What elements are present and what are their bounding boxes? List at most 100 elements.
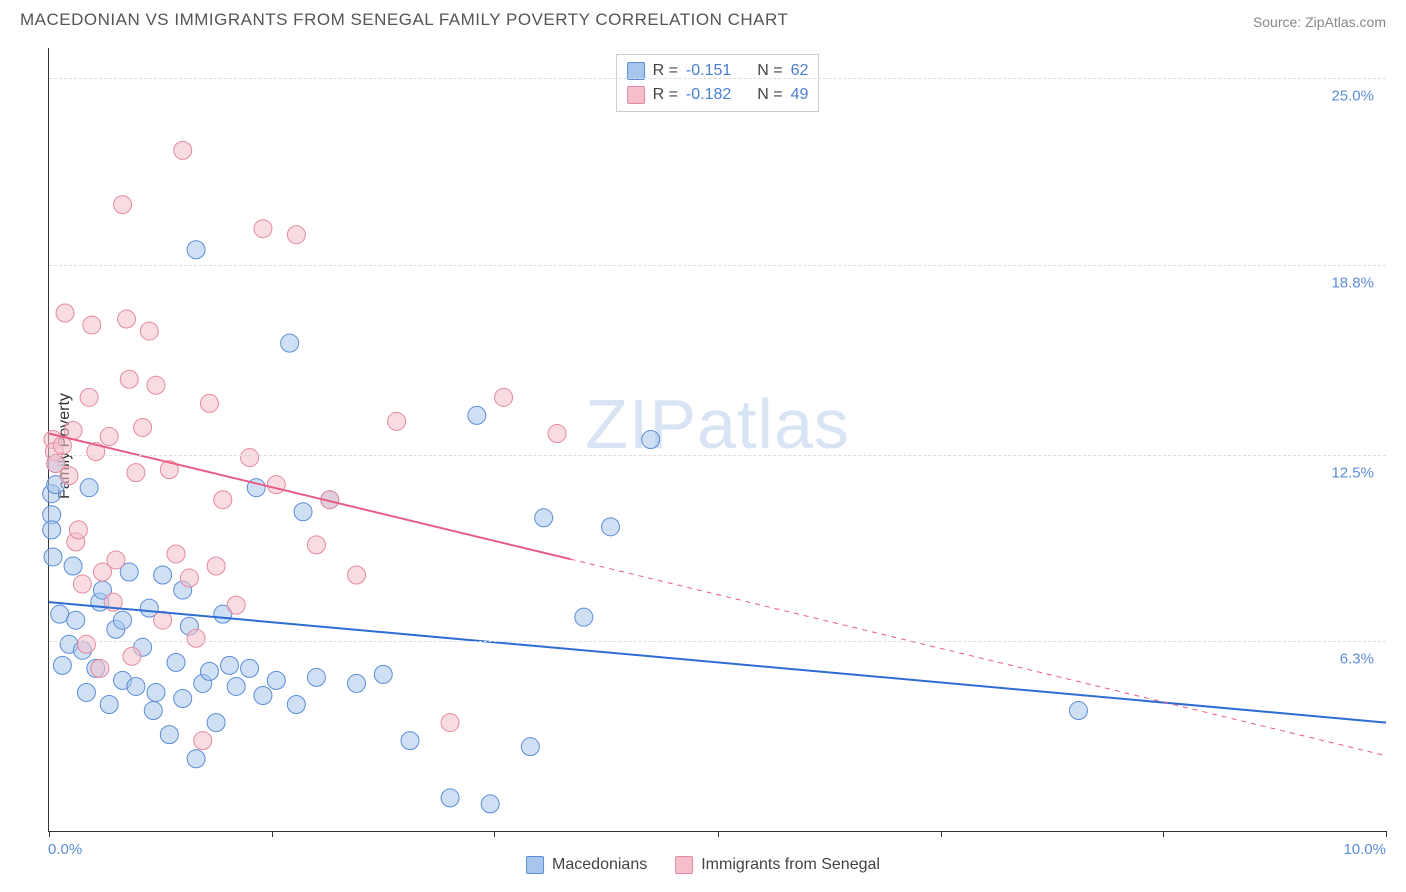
data-point bbox=[123, 647, 141, 665]
chart-plot-area: ZIPatlas R = -0.151 N = 62 R = -0.182 N … bbox=[48, 48, 1386, 832]
data-point bbox=[374, 665, 392, 683]
data-point bbox=[80, 388, 98, 406]
stats-row-0: R = -0.151 N = 62 bbox=[627, 59, 809, 83]
xtick bbox=[1163, 831, 1164, 837]
data-point bbox=[1069, 702, 1087, 720]
x-axis-min-label: 0.0% bbox=[48, 841, 82, 858]
legend-label-1: Immigrants from Senegal bbox=[701, 856, 880, 874]
data-point bbox=[200, 394, 218, 412]
data-point bbox=[388, 412, 406, 430]
data-point bbox=[441, 714, 459, 732]
data-point bbox=[287, 696, 305, 714]
data-point bbox=[120, 370, 138, 388]
data-point bbox=[307, 536, 325, 554]
data-point bbox=[140, 322, 158, 340]
data-point bbox=[67, 611, 85, 629]
data-point bbox=[575, 608, 593, 626]
data-point bbox=[495, 388, 513, 406]
data-point bbox=[207, 714, 225, 732]
data-point bbox=[194, 732, 212, 750]
data-point bbox=[200, 662, 218, 680]
data-point bbox=[267, 671, 285, 689]
data-point bbox=[100, 696, 118, 714]
data-point bbox=[521, 738, 539, 756]
data-point bbox=[73, 575, 91, 593]
xtick bbox=[718, 831, 719, 837]
data-point bbox=[535, 509, 553, 527]
data-point bbox=[294, 503, 312, 521]
data-point bbox=[167, 653, 185, 671]
data-point bbox=[80, 479, 98, 497]
x-axis-max-label: 10.0% bbox=[1343, 841, 1386, 858]
gridline bbox=[49, 455, 1386, 456]
stats-legend: R = -0.151 N = 62 R = -0.182 N = 49 bbox=[616, 54, 820, 112]
data-point bbox=[267, 476, 285, 494]
data-point bbox=[642, 431, 660, 449]
data-point bbox=[227, 596, 245, 614]
data-point bbox=[118, 310, 136, 328]
gridline bbox=[49, 265, 1386, 266]
data-point bbox=[160, 726, 178, 744]
data-point bbox=[114, 196, 132, 214]
data-point bbox=[207, 557, 225, 575]
data-point bbox=[147, 376, 165, 394]
gridline bbox=[49, 78, 1386, 79]
ytick-label: 18.8% bbox=[1331, 274, 1374, 291]
scatter-svg bbox=[49, 48, 1386, 831]
data-point bbox=[180, 569, 198, 587]
ytick-label: 6.3% bbox=[1340, 651, 1374, 668]
swatch-series-1 bbox=[627, 86, 645, 104]
legend-item-1: Immigrants from Senegal bbox=[675, 856, 880, 874]
data-point bbox=[43, 521, 61, 539]
ytick-label: 12.5% bbox=[1331, 464, 1374, 481]
data-point bbox=[481, 795, 499, 813]
xtick bbox=[272, 831, 273, 837]
data-point bbox=[187, 241, 205, 259]
legend-item-0: Macedonians bbox=[526, 856, 647, 874]
data-point bbox=[307, 668, 325, 686]
data-point bbox=[51, 605, 69, 623]
xtick bbox=[941, 831, 942, 837]
data-point bbox=[468, 406, 486, 424]
trend-line-dashed bbox=[570, 559, 1386, 756]
data-point bbox=[254, 686, 272, 704]
stats-row-1: R = -0.182 N = 49 bbox=[627, 83, 809, 107]
xtick bbox=[494, 831, 495, 837]
data-point bbox=[77, 635, 95, 653]
data-point bbox=[241, 659, 259, 677]
data-point bbox=[227, 677, 245, 695]
data-point bbox=[60, 467, 78, 485]
data-point bbox=[287, 226, 305, 244]
data-point bbox=[100, 427, 118, 445]
data-point bbox=[77, 683, 95, 701]
data-point bbox=[144, 702, 162, 720]
data-point bbox=[441, 789, 459, 807]
data-point bbox=[69, 521, 87, 539]
data-point bbox=[187, 629, 205, 647]
data-point bbox=[56, 304, 74, 322]
data-point bbox=[127, 464, 145, 482]
data-point bbox=[401, 732, 419, 750]
data-point bbox=[220, 656, 238, 674]
data-point bbox=[214, 491, 232, 509]
xtick bbox=[49, 831, 50, 837]
bottom-legend: Macedonians Immigrants from Senegal bbox=[526, 856, 880, 874]
xtick bbox=[1386, 831, 1387, 837]
data-point bbox=[602, 518, 620, 536]
data-point bbox=[64, 557, 82, 575]
source-label: Source: ZipAtlas.com bbox=[1253, 14, 1386, 30]
data-point bbox=[147, 683, 165, 701]
data-point bbox=[107, 551, 125, 569]
legend-swatch-1 bbox=[675, 856, 693, 874]
data-point bbox=[174, 141, 192, 159]
ytick-label: 25.0% bbox=[1331, 88, 1374, 105]
data-point bbox=[127, 677, 145, 695]
data-point bbox=[348, 674, 366, 692]
data-point bbox=[91, 659, 109, 677]
data-point bbox=[254, 220, 272, 238]
legend-label-0: Macedonians bbox=[552, 856, 647, 874]
data-point bbox=[281, 334, 299, 352]
data-point bbox=[174, 689, 192, 707]
gridline bbox=[49, 641, 1386, 642]
data-point bbox=[154, 566, 172, 584]
